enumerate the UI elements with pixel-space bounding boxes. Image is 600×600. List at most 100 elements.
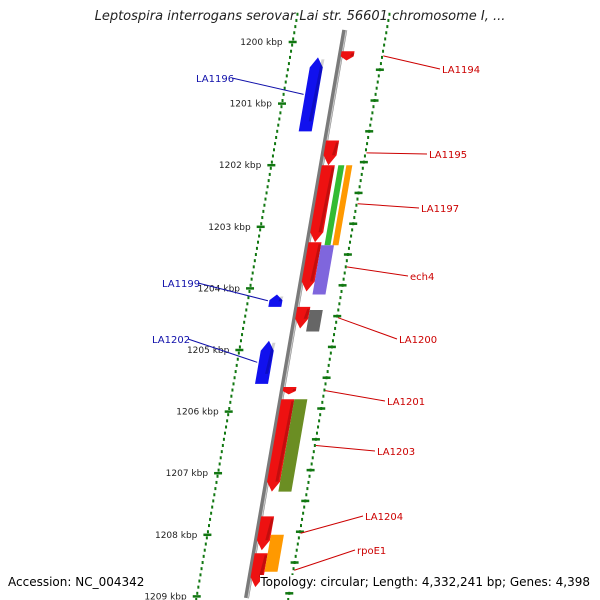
- guide-dot: [340, 289, 343, 293]
- guide-dot: [358, 185, 361, 189]
- guide-dot: [250, 277, 253, 281]
- guide-dot: [204, 542, 207, 546]
- label-la1203[interactable]: LA1203: [377, 447, 415, 458]
- guide-dot: [292, 37, 295, 41]
- guide-dot: [226, 419, 229, 423]
- guide-dot: [347, 246, 350, 250]
- guide-dot: [232, 382, 235, 386]
- label-ech4[interactable]: ech4: [410, 272, 434, 283]
- guide-dot: [317, 425, 320, 429]
- guide-dot: [293, 31, 296, 35]
- gene-la1197[interactable]: [310, 165, 335, 243]
- gene-la1196[interactable]: [298, 57, 325, 132]
- gene-labels[interactable]: LA1196 LA1199 LA1202 LA1194 LA1195 LA1197 ech4…: [152, 55, 480, 571]
- label-la1204[interactable]: LA1204: [365, 512, 403, 523]
- guide-dot: [339, 296, 342, 300]
- guide-dot: [239, 339, 242, 343]
- guide-dot: [371, 111, 374, 115]
- scale-label: 1203 kbp: [208, 223, 251, 233]
- gene-la1201[interactable]: [282, 386, 297, 395]
- guide-dot: [210, 511, 213, 515]
- guide-dot: [207, 524, 210, 528]
- guide-dot: [294, 554, 297, 558]
- label-la1197[interactable]: LA1197: [421, 204, 459, 215]
- guide-dot: [249, 283, 252, 287]
- guide-dot: [259, 228, 262, 232]
- guide-dot: [283, 86, 286, 90]
- accession: Accession: NC_004342: [8, 575, 145, 589]
- guide-dot: [294, 25, 297, 29]
- feature-block[interactable]: [264, 534, 284, 572]
- guide-dot: [200, 567, 203, 571]
- label-la1195[interactable]: LA1195: [429, 150, 467, 161]
- gene-la1203[interactable]: [267, 399, 295, 492]
- label-la1202[interactable]: LA1202: [152, 335, 190, 346]
- guide-dot: [219, 456, 222, 460]
- guide-dot: [287, 597, 290, 600]
- guide-dot: [363, 154, 366, 158]
- guide-dot: [202, 554, 205, 558]
- guide-dot: [359, 179, 362, 183]
- scale-label: 1209 kbp: [144, 592, 187, 600]
- scale-label: 1205 kbp: [187, 346, 230, 356]
- guide-dot: [322, 394, 325, 398]
- feature-block[interactable]: [278, 399, 308, 492]
- guide-dot: [279, 111, 282, 115]
- gene-la1202[interactable]: [255, 340, 276, 384]
- guide-dot: [234, 370, 237, 374]
- guide-dot: [198, 579, 201, 583]
- guide-dot: [291, 573, 294, 577]
- label-la1194[interactable]: LA1194: [442, 65, 480, 76]
- genes[interactable]: [250, 51, 355, 588]
- guide-dot: [312, 450, 315, 454]
- guide-dot: [331, 339, 334, 343]
- feature-block[interactable]: [306, 309, 323, 332]
- guide-dot: [307, 480, 310, 484]
- label-la1199[interactable]: LA1199: [162, 279, 200, 290]
- guide-dot: [327, 363, 330, 367]
- guide-dot: [237, 351, 240, 355]
- guide-dot: [274, 142, 277, 146]
- guide-dot: [299, 524, 302, 528]
- feature-block[interactable]: [324, 165, 345, 246]
- guide-dot: [233, 376, 236, 380]
- label-la1200[interactable]: LA1200: [399, 335, 437, 346]
- guide-dot: [247, 296, 250, 300]
- guide-dot: [218, 462, 221, 466]
- guide-dot: [295, 18, 298, 22]
- guide-dot: [382, 49, 385, 53]
- gene-la1194[interactable]: [340, 51, 355, 61]
- guide-dot: [242, 326, 245, 330]
- label-la1196[interactable]: LA1196: [196, 74, 234, 85]
- guide-dot: [337, 308, 340, 312]
- label-la1201[interactable]: LA1201: [387, 397, 425, 408]
- gene-la1204[interactable]: [256, 516, 275, 551]
- scale-label: 1204 kbp: [198, 284, 241, 294]
- gene-la1200[interactable]: [295, 306, 311, 329]
- scale-label: 1201 kbp: [230, 100, 273, 110]
- guide-dot: [209, 517, 212, 521]
- gene-rpoe1[interactable]: [250, 553, 268, 588]
- scale-label: 1208 kbp: [155, 531, 198, 541]
- guide-dot: [383, 43, 386, 47]
- gene-la1195[interactable]: [323, 140, 340, 166]
- guide-dot: [334, 326, 337, 330]
- feature-block[interactable]: [332, 165, 353, 246]
- feature-block[interactable]: [312, 245, 334, 295]
- guide-dot: [296, 542, 299, 546]
- guide-dot: [375, 86, 378, 90]
- guide-dot: [211, 505, 214, 509]
- guide-dot: [205, 536, 208, 540]
- guide-dot: [374, 92, 377, 96]
- guide-dot: [280, 105, 283, 109]
- gene-la1199[interactable]: [268, 294, 284, 307]
- scale-label: 1200 kbp: [240, 38, 283, 48]
- guide-dot: [217, 468, 220, 472]
- guide-dot: [301, 517, 304, 521]
- scale-label: 1207 kbp: [166, 469, 209, 479]
- label-rpoe1[interactable]: rpoE1: [357, 546, 386, 557]
- guide-dot: [268, 172, 271, 176]
- gene-ech4[interactable]: [301, 242, 322, 292]
- scale-label: 1202 kbp: [219, 161, 262, 171]
